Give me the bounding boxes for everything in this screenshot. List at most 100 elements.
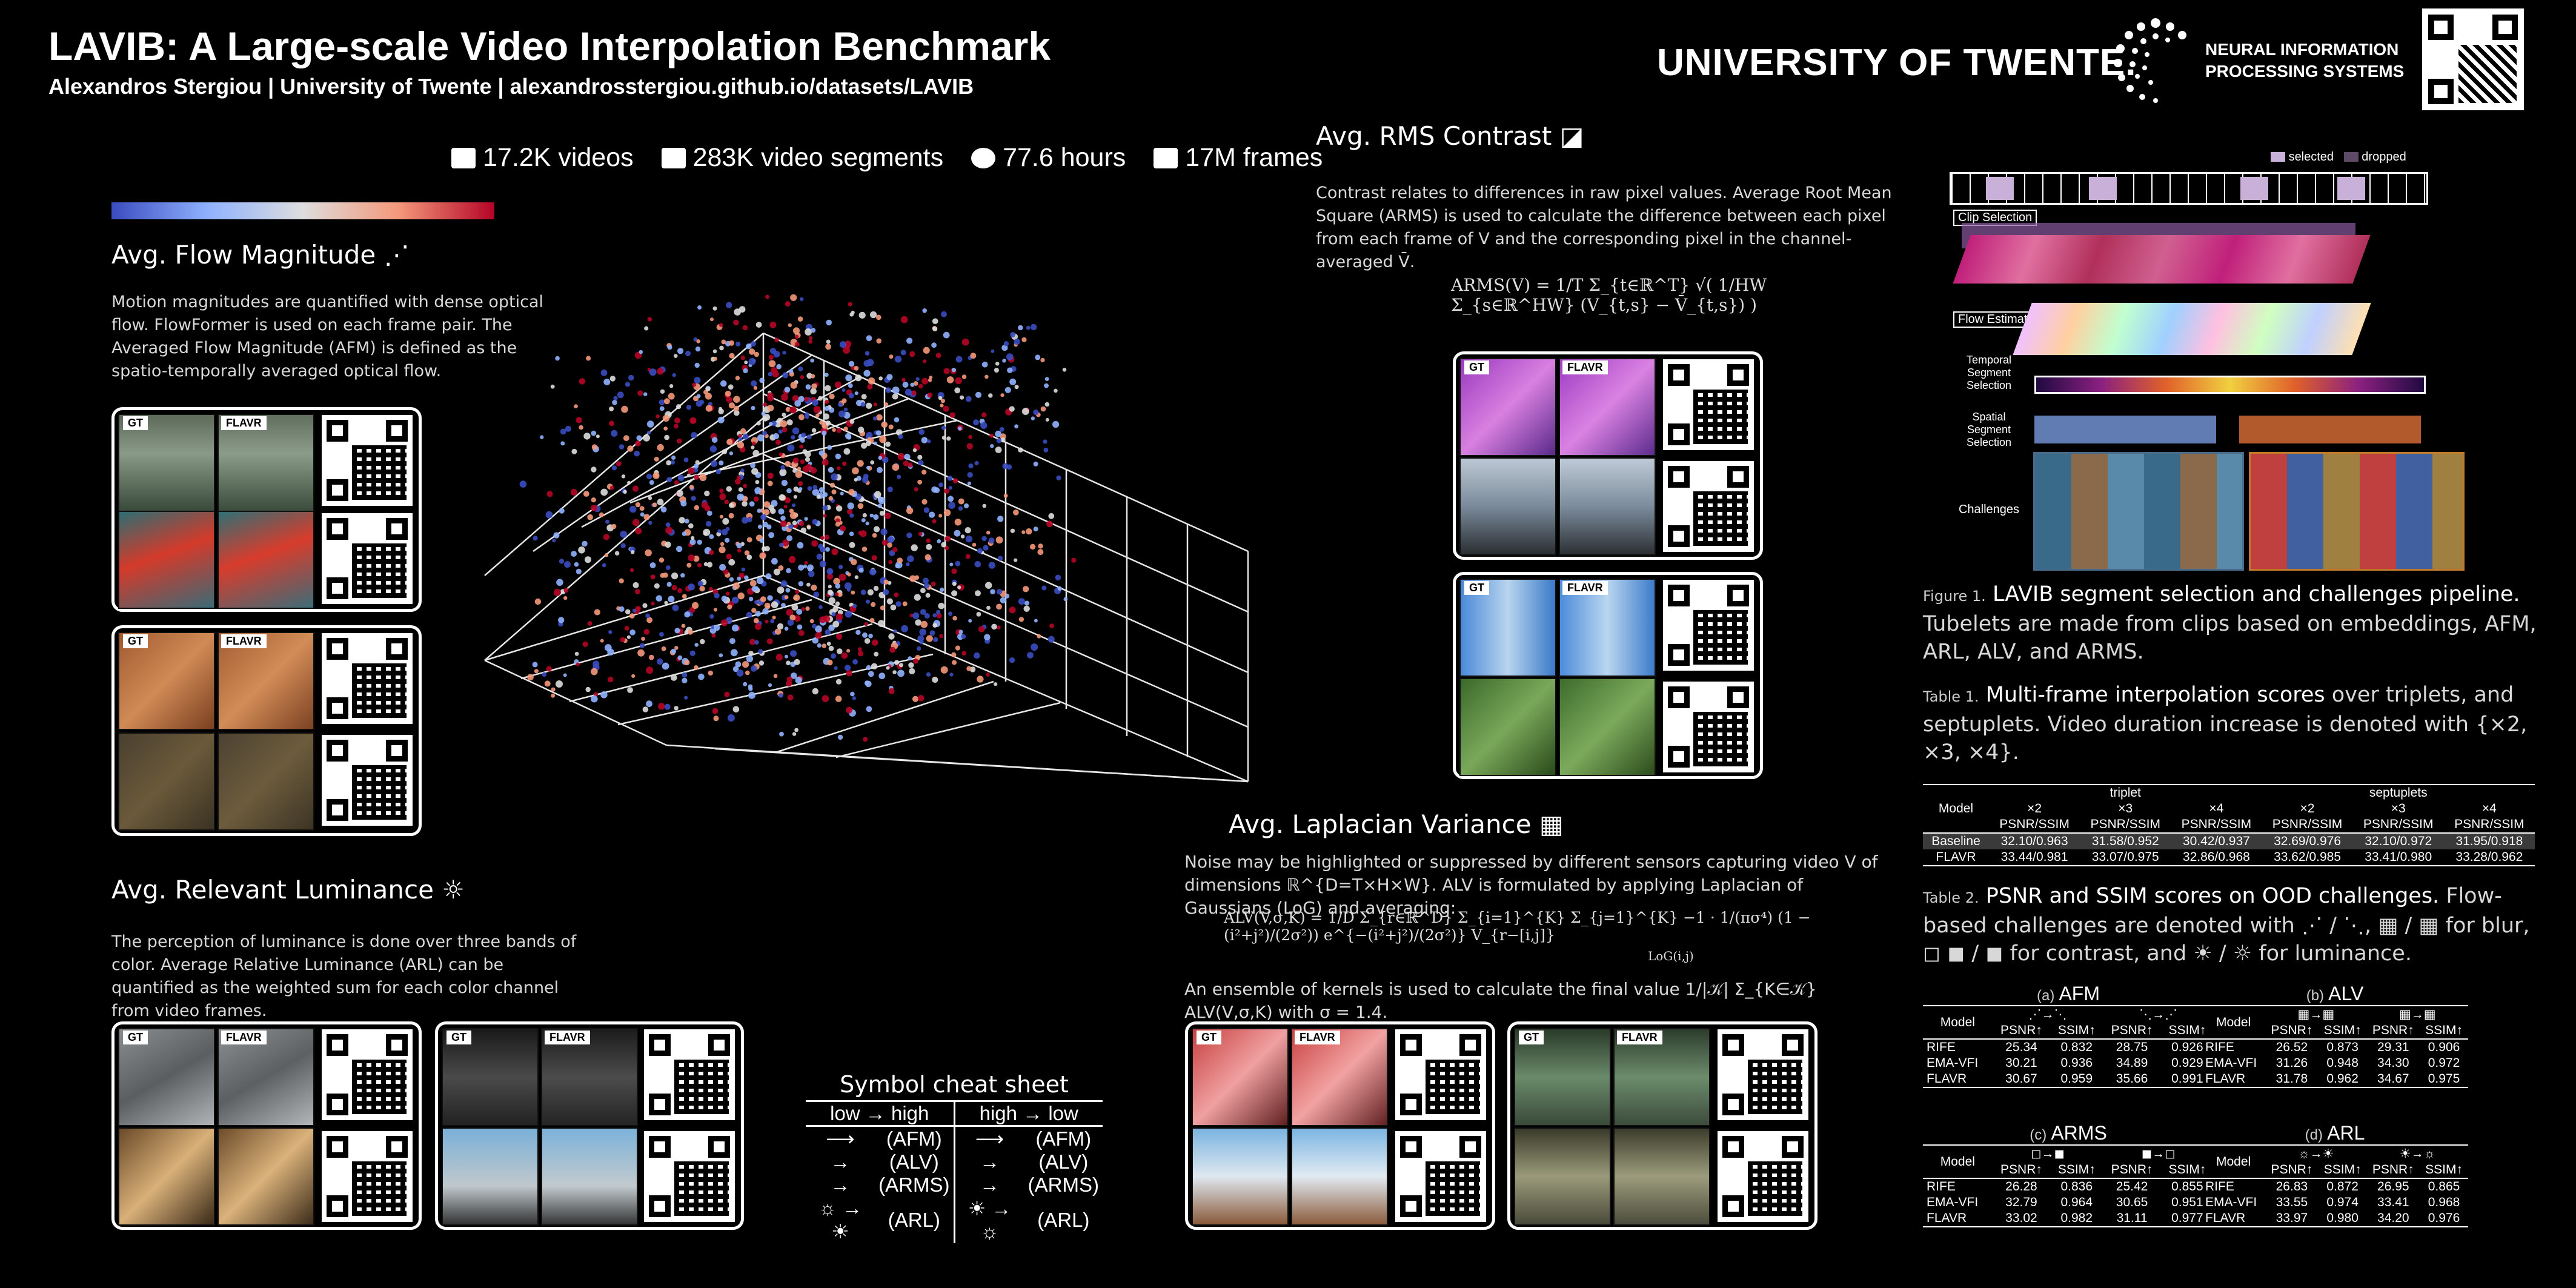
scatter-point [780, 516, 786, 521]
scatter-point [938, 396, 943, 400]
scatter-point [613, 396, 618, 400]
qr-code-icon[interactable] [2422, 8, 2524, 110]
scatter-point [921, 499, 928, 505]
scatter-point [847, 509, 852, 514]
scatter-point [1049, 623, 1054, 628]
scatter-point [1033, 410, 1039, 416]
scatter-point [837, 466, 841, 471]
qr-code-icon[interactable] [1718, 1029, 1808, 1120]
qr-code-icon[interactable] [322, 633, 413, 724]
scatter-point [881, 539, 888, 546]
scatter-point [805, 384, 811, 390]
scatter-point [897, 453, 905, 460]
scatter-point [620, 637, 625, 643]
scatter-point [828, 645, 834, 651]
scatter-point [697, 580, 704, 586]
scatter-point [666, 460, 671, 466]
qr-code-icon[interactable] [1663, 682, 1754, 772]
scatter-point [715, 469, 721, 474]
scatter-point [878, 376, 883, 380]
scatter-point [949, 412, 955, 418]
scatter-point [639, 643, 645, 648]
scatter-point [800, 459, 805, 464]
scatter-point [812, 688, 818, 695]
scatter-point [976, 612, 981, 617]
scatter-point [703, 531, 708, 536]
scatter-point [941, 311, 947, 317]
scatter-point [843, 448, 851, 455]
scatter-point [955, 356, 963, 363]
scatter-point [872, 416, 877, 421]
scatter-point [1044, 377, 1049, 381]
scatter-point [711, 633, 716, 638]
scatter-point [790, 294, 797, 301]
scatter-point [646, 420, 654, 428]
scatter-point [731, 596, 739, 604]
scatter-point [911, 390, 917, 396]
scatter-point [974, 652, 980, 659]
scatter-point [842, 461, 847, 466]
scatter-point [798, 581, 804, 586]
scatter-point [824, 373, 829, 377]
qr-code-icon[interactable] [322, 513, 413, 604]
qr-code-icon[interactable] [322, 1029, 413, 1120]
scatter-point [744, 575, 749, 580]
scatter-point [686, 562, 692, 568]
qr-code-icon[interactable] [1395, 1029, 1486, 1120]
scatter-point [748, 691, 755, 699]
scatter-point [804, 517, 808, 521]
scatter-point [688, 583, 695, 591]
scatter-point [825, 420, 831, 426]
scatter-point [760, 514, 767, 520]
qr-code-icon[interactable] [1395, 1131, 1486, 1222]
scatter-point [913, 381, 918, 386]
scatter-point [857, 647, 862, 652]
scatter-point [806, 525, 811, 529]
scatter-point [840, 525, 846, 532]
scatter-point [780, 520, 787, 527]
qr-code-icon[interactable] [644, 1029, 735, 1120]
scatter-point [643, 629, 650, 635]
scatter-point [727, 604, 732, 609]
scatter-point [605, 519, 609, 524]
scatter-point [1006, 464, 1012, 470]
scatter-point [757, 524, 763, 529]
scatter-point [643, 434, 650, 442]
scatter-point [1043, 439, 1047, 444]
scatter-point [908, 462, 913, 468]
scatter-point [846, 706, 852, 714]
qr-code-icon[interactable] [1663, 461, 1754, 552]
qr-code-icon[interactable] [644, 1131, 735, 1222]
scatter-point [794, 400, 802, 407]
scatter-point [872, 533, 877, 538]
scatter-point [677, 655, 683, 660]
scatter-point [1033, 461, 1038, 466]
scatter-point [749, 639, 756, 645]
scatter-point [646, 473, 652, 480]
scatter-point [772, 433, 780, 440]
qr-code-icon[interactable] [1663, 580, 1754, 671]
scatter-point [926, 635, 933, 642]
scatter-point [805, 328, 812, 336]
qr-code-icon[interactable] [1718, 1131, 1808, 1222]
scatter-point [826, 339, 831, 344]
scatter-point [754, 623, 762, 630]
scatter-point [1044, 402, 1050, 407]
table-row: Baseline 32.10/0.963 31.58/0.952 30.42/0.93… [1923, 833, 2535, 849]
scatter-point [666, 582, 672, 587]
scatter-point [894, 660, 900, 665]
scatter-point [755, 611, 761, 617]
scatter-point [792, 503, 796, 508]
qr-code-icon[interactable] [322, 1131, 413, 1222]
scatter-point [782, 351, 786, 355]
scatter-point [798, 414, 805, 420]
scatter-point [713, 608, 718, 612]
scatter-point [725, 390, 731, 397]
qr-code-icon[interactable] [322, 415, 413, 506]
scatter-point [918, 532, 923, 536]
qr-code-icon[interactable] [322, 735, 413, 826]
scatter-point [848, 489, 855, 496]
scatter-point [865, 521, 869, 526]
qr-code-icon[interactable] [1663, 359, 1754, 450]
grid-icon: ▦ [1539, 809, 1564, 839]
